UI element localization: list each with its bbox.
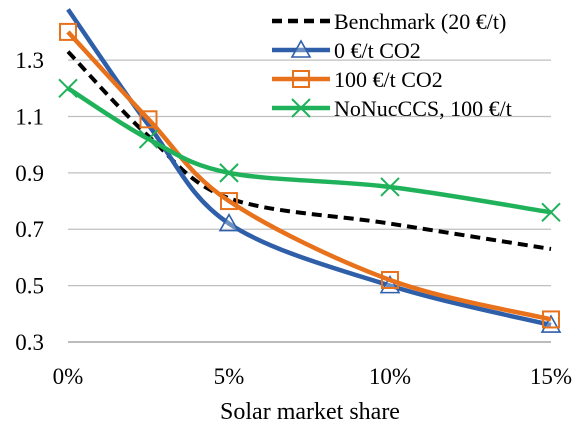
legend-marker xyxy=(292,70,310,88)
y-tick-label: 0.9 xyxy=(15,161,44,186)
grid-layer xyxy=(68,59,551,287)
legend-marker xyxy=(291,98,311,118)
legend-label: Benchmark (20 €/t) xyxy=(334,9,506,34)
data-point-marker xyxy=(139,110,158,129)
data-point-marker xyxy=(219,163,239,183)
data-point-marker xyxy=(220,192,238,211)
y-tick-label: 0.7 xyxy=(15,217,44,242)
legend: Benchmark (20 €/t) 0 €/t CO2 100 €/t CO2 No… xyxy=(272,9,512,121)
data-point-marker xyxy=(381,270,399,289)
legend-label: 0 €/t CO2 xyxy=(334,38,421,63)
x-tick-label: 0% xyxy=(53,364,84,389)
series-line xyxy=(66,30,552,322)
x-tick-label: 10% xyxy=(369,364,411,389)
data-point-marker xyxy=(542,310,560,329)
y-tick-label: 1.3 xyxy=(15,48,44,73)
data-point-marker xyxy=(58,78,78,99)
axis-layer: 0.3 0.5 0.7 0.9 1.1 1.3 0% 5% 10% 15% xyxy=(15,48,572,389)
data-point-marker xyxy=(380,177,400,197)
series-layer xyxy=(58,8,562,333)
series-line xyxy=(66,50,552,251)
legend-marker xyxy=(290,39,312,58)
x-tick-label: 15% xyxy=(530,364,572,389)
data-point-marker xyxy=(59,22,77,41)
series-3 xyxy=(58,78,561,223)
legend-item-0: Benchmark (20 €/t) xyxy=(272,9,506,34)
series-2 xyxy=(59,22,560,329)
series-1 xyxy=(66,8,562,333)
y-tick-label: 0.5 xyxy=(15,274,44,299)
legend-item-2: 100 €/t CO2 xyxy=(272,67,443,92)
series-line xyxy=(66,86,552,215)
series-0 xyxy=(66,50,552,251)
data-point-marker xyxy=(138,129,159,149)
legend-item-3: NoNucCCS, 100 €/t xyxy=(272,96,512,121)
data-point-marker xyxy=(541,202,561,223)
y-tick-label: 1.1 xyxy=(15,104,44,129)
x-axis-title: Solar market share xyxy=(220,399,400,424)
legend-item-1: 0 €/t CO2 xyxy=(272,38,421,63)
legend-label: 100 €/t CO2 xyxy=(334,67,443,92)
y-tick-label: 0.3 xyxy=(15,330,44,355)
data-point-marker xyxy=(218,212,240,232)
legend-label: NoNucCCS, 100 €/t xyxy=(334,96,512,121)
x-tick-label: 5% xyxy=(214,364,245,389)
